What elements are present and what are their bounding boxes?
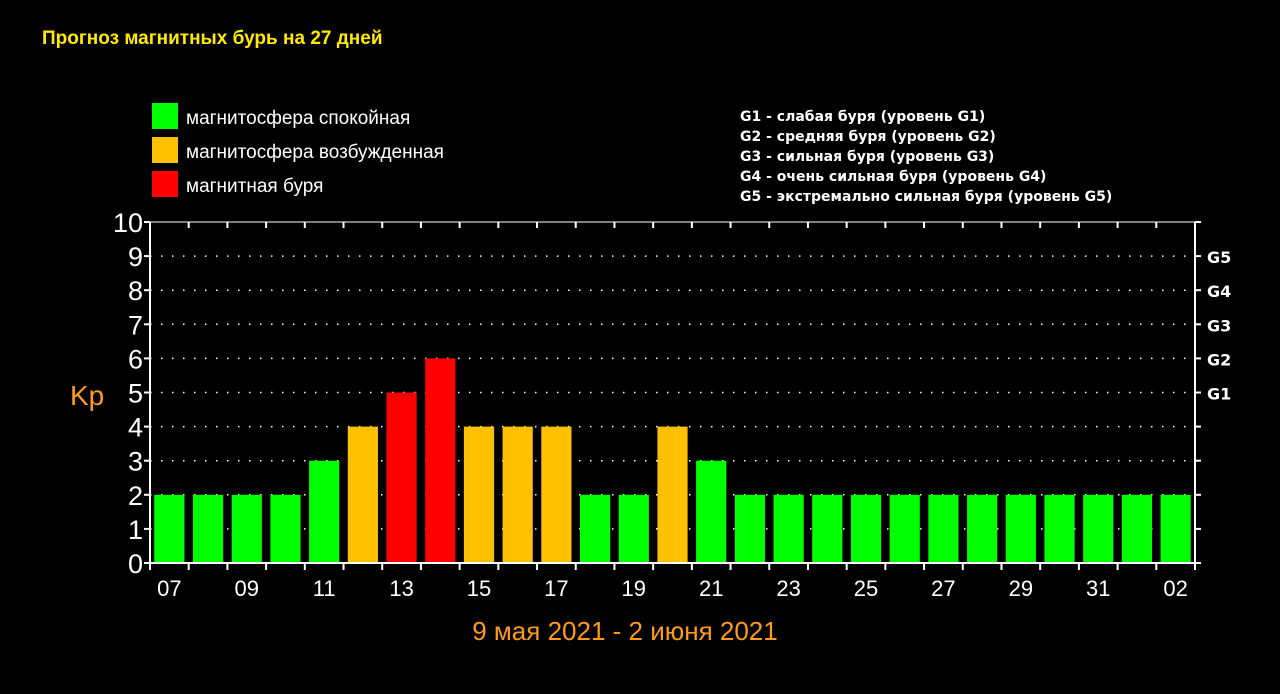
x-tick-label: 09 (235, 576, 259, 601)
x-tick-label: 02 (1163, 576, 1187, 601)
g-level-G5: G5 (1207, 248, 1231, 267)
y-tick-label: 7 (128, 310, 143, 340)
bar-14 (425, 358, 456, 563)
g-level-G2: G2 (1207, 350, 1231, 369)
legend-label: магнитная буря (186, 176, 323, 197)
bar-20 (657, 426, 688, 563)
y-tick-label: 0 (128, 549, 143, 579)
legend-label: магнитосфера спокойная (186, 108, 410, 129)
y-tick-label: 1 (128, 515, 143, 545)
g-level-G1: G1 (1207, 385, 1231, 404)
bar-30 (1044, 494, 1075, 563)
storm-legend-item: G5 - экстремально сильная буря (уровень … (740, 189, 1112, 205)
x-tick-label: 19 (622, 576, 646, 601)
x-tick-label: 15 (467, 576, 491, 601)
bar-22 (734, 494, 766, 563)
y-axis-label: Kp (70, 380, 104, 411)
g-level-labels: G1 G2 G3 G4 G5 (1207, 248, 1231, 403)
y-tick-label: 9 (128, 242, 143, 272)
x-tick-label: 25 (854, 576, 878, 601)
chart-title: Прогноз магнитных бурь на 27 дней (42, 28, 383, 49)
y-tick-label: 2 (128, 481, 143, 511)
bar-08 (192, 494, 224, 563)
bar-02 (1160, 494, 1191, 563)
x-axis-label: 9 мая 2021 - 2 июня 2021 (472, 616, 777, 646)
y-tick-label: 4 (128, 413, 143, 443)
bar-01 (1121, 494, 1153, 563)
x-tick-label: 27 (931, 576, 955, 601)
x-tick-label: 11 (313, 576, 336, 601)
y-tick-label: 5 (128, 379, 143, 409)
y-tick-labels: 0 1 2 3 4 5 6 7 8 9 10 (113, 208, 143, 579)
g-level-G3: G3 (1207, 316, 1231, 335)
bar-27 (928, 494, 959, 563)
bar-12 (347, 426, 378, 563)
bar-19 (618, 494, 649, 563)
legend-swatch (152, 171, 178, 197)
storm-legend-item: G3 - сильная буря (уровень G3) (740, 149, 994, 165)
y-tick-label: 3 (128, 447, 143, 477)
bar-21 (696, 460, 727, 563)
y-tick-label: 8 (128, 276, 143, 306)
bar-23 (773, 494, 804, 563)
axes (144, 221, 1201, 570)
legend-swatch (152, 103, 178, 129)
bar-13 (386, 392, 417, 563)
x-tick-label: 07 (157, 576, 181, 601)
bar-24 (812, 494, 843, 563)
bar-15 (463, 426, 495, 563)
bar-17 (541, 426, 572, 563)
x-tick-label: 31 (1086, 576, 1110, 601)
bars (154, 358, 1191, 563)
bar-25 (850, 494, 882, 563)
storm-legend-item: G4 - очень сильная буря (уровень G4) (740, 169, 1046, 185)
x-tick-label: 29 (1009, 576, 1033, 601)
bar-26 (889, 494, 920, 563)
bar-18 (579, 494, 611, 563)
x-tick-label: 21 (699, 576, 723, 601)
x-tick-label: 13 (389, 576, 413, 601)
bar-29 (1005, 494, 1036, 563)
bar-28 (967, 494, 998, 563)
bar-07 (154, 494, 185, 563)
storm-legend: G1 - слабая буря (уровень G1) G2 - средня… (740, 109, 1112, 205)
bar-31 (1083, 494, 1114, 563)
y-tick-label: 10 (113, 208, 143, 238)
legend: магнитосфера спокойная магнитосфера возбу… (152, 103, 444, 197)
legend-label: магнитосфера возбужденная (186, 142, 444, 163)
y-tick-label: 6 (128, 344, 143, 374)
bar-16 (502, 426, 533, 563)
storm-legend-item: G1 - слабая буря (уровень G1) (740, 109, 985, 125)
bar-11 (309, 460, 340, 563)
x-tick-label: 23 (776, 576, 800, 601)
bar-09 (231, 494, 262, 563)
bar-10 (270, 494, 301, 563)
x-tick-label: 17 (544, 576, 568, 601)
g-level-G4: G4 (1207, 282, 1231, 301)
storm-legend-item: G2 - средняя буря (уровень G2) (740, 129, 996, 145)
x-tick-labels: 07 09 11 13 15 17 19 21 23 25 27 29 31 02 (157, 576, 1188, 601)
legend-swatch (152, 137, 178, 163)
